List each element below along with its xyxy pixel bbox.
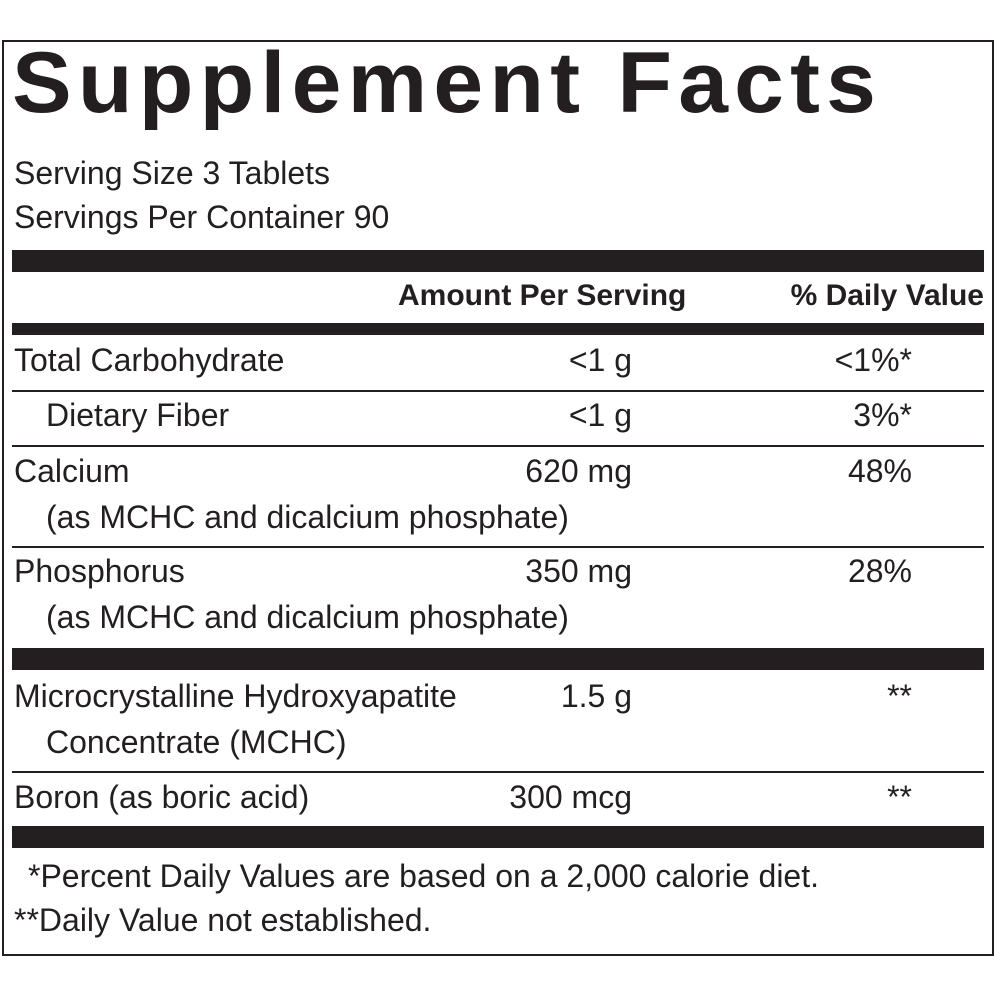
nutrient-name: Boron (as boric acid) bbox=[14, 779, 310, 815]
header-amount-per-serving: Amount Per Serving bbox=[398, 279, 687, 312]
nutrient-source: (as MCHC and dicalcium phosphate) bbox=[46, 599, 569, 635]
row-divider bbox=[12, 390, 984, 392]
nutrient-daily-value: <1%* bbox=[834, 342, 912, 378]
nutrient-amount: 350 mg bbox=[525, 553, 632, 589]
row-divider bbox=[12, 546, 984, 548]
panel-title: Supplement Facts bbox=[12, 35, 883, 131]
footnote-daily-values: *Percent Daily Values are based on a 2,0… bbox=[28, 858, 819, 894]
thick-divider bbox=[12, 826, 984, 848]
nutrient-daily-value: 3%* bbox=[853, 397, 912, 433]
nutrient-name: Microcrystalline Hydroxyapatite bbox=[14, 678, 457, 714]
header-daily-value: % Daily Value bbox=[790, 279, 984, 312]
nutrient-daily-value: 48% bbox=[847, 453, 912, 489]
nutrient-amount: <1 g bbox=[568, 397, 632, 433]
nutrient-amount: 300 mcg bbox=[509, 779, 632, 815]
nutrient-daily-value: ** bbox=[887, 678, 912, 714]
row-divider bbox=[12, 771, 984, 773]
nutrient-amount: <1 g bbox=[568, 342, 632, 378]
nutrient-daily-value: ** bbox=[887, 779, 912, 815]
nutrient-name: Dietary Fiber bbox=[46, 397, 230, 433]
nutrient-source: (as MCHC and dicalcium phosphate) bbox=[46, 499, 569, 535]
row-divider bbox=[12, 445, 984, 447]
nutrient-name: Phosphorus bbox=[14, 553, 185, 589]
thick-divider bbox=[12, 250, 984, 272]
nutrient-name: Calcium bbox=[14, 453, 130, 489]
serving-size: Serving Size 3 Tablets bbox=[14, 155, 331, 191]
footnote-not-established: **Daily Value not established. bbox=[14, 902, 432, 938]
supplement-facts-panel bbox=[2, 40, 994, 956]
nutrient-amount: 620 mg bbox=[525, 453, 632, 489]
medium-divider bbox=[12, 323, 984, 335]
servings-per-container: Servings Per Container 90 bbox=[14, 199, 390, 235]
nutrient-source: Concentrate (MCHC) bbox=[46, 724, 347, 760]
nutrient-amount: 1.5 g bbox=[560, 678, 632, 714]
nutrient-daily-value: 28% bbox=[847, 553, 912, 589]
nutrient-name: Total Carbohydrate bbox=[14, 342, 285, 378]
thick-divider bbox=[12, 648, 984, 670]
